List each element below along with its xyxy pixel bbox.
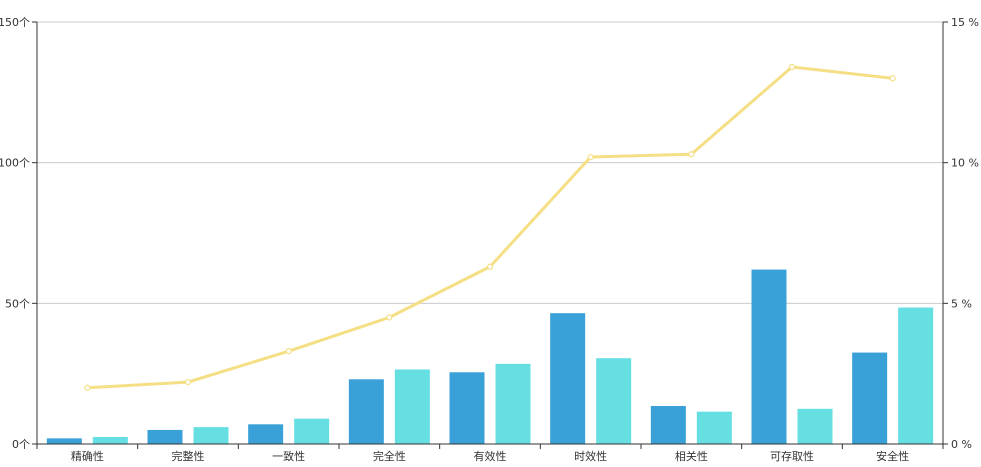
bar — [294, 418, 330, 444]
x-tick-label: 时效性 — [574, 449, 607, 463]
y-left-tick-label: 50个 — [5, 297, 30, 310]
bar — [248, 424, 284, 444]
x-tick-label: 一致性 — [272, 449, 305, 463]
line-point — [788, 63, 796, 71]
x-tick-label: 有效性 — [474, 449, 507, 463]
y-right-tick-label: 15 % — [951, 16, 979, 29]
line-point — [285, 348, 292, 355]
bar — [696, 411, 732, 444]
bar — [449, 372, 485, 444]
bar — [46, 438, 82, 444]
x-tick-label: 完全性 — [373, 449, 406, 463]
axes — [32, 21, 948, 449]
line-point — [587, 153, 594, 161]
bar — [394, 369, 430, 444]
bar — [495, 363, 531, 444]
grid-lines — [37, 21, 943, 304]
line-series — [84, 63, 896, 391]
bar — [852, 352, 888, 444]
line-point — [486, 263, 494, 270]
bar — [650, 406, 686, 444]
x-tick-label: 相关性 — [675, 449, 708, 463]
bar — [797, 408, 833, 444]
bar — [193, 427, 229, 444]
y-left-tick-label: 150个 — [0, 16, 30, 29]
line-point — [889, 75, 896, 82]
bar — [596, 358, 632, 444]
bar — [147, 429, 183, 444]
y-right-tick-label: 10 % — [951, 157, 979, 170]
line-point — [84, 384, 91, 391]
axis-labels: 0个 50个 100个 150个 0 % 5 % 10 % 15 % 精确性 完整性 一致性 完全性 有… — [0, 16, 979, 463]
line-point — [688, 151, 695, 158]
bar — [898, 307, 934, 444]
y-right-tick-label: 5 % — [951, 297, 972, 310]
x-tick-label: 可存取性 — [770, 449, 814, 463]
x-tick-label: 精确性 — [71, 449, 104, 463]
x-tick-label: 完整性 — [172, 449, 205, 463]
y-right-tick-label: 0 % — [951, 438, 972, 451]
line-point — [386, 314, 393, 321]
y-left-tick-label: 100个 — [0, 157, 30, 170]
bar — [550, 313, 586, 444]
bar-series — [46, 269, 934, 444]
bar — [751, 269, 787, 444]
x-tick-label: 安全性 — [876, 449, 909, 463]
y-left-tick-label: 0个 — [12, 438, 30, 451]
line-point — [184, 379, 192, 386]
bar — [92, 436, 128, 444]
bar — [348, 379, 384, 444]
